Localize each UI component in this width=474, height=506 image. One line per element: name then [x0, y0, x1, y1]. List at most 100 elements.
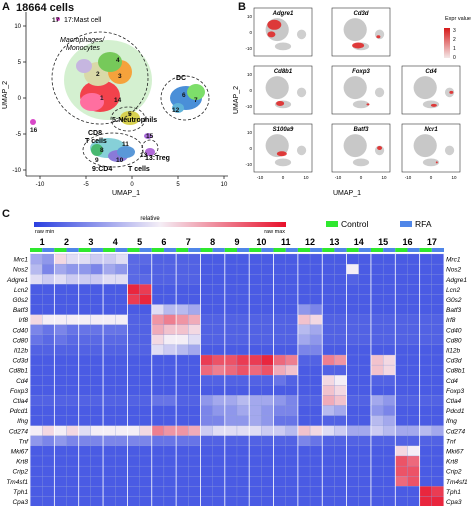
heatmap-cell — [395, 334, 408, 346]
heatmap-cell — [297, 284, 311, 295]
heatmap-cell — [102, 445, 116, 457]
heatmap-row-label: Cd3d — [446, 358, 462, 365]
heatmap-cell — [236, 364, 250, 376]
axis-tick-label: 10 — [221, 182, 228, 188]
heatmap-cell — [273, 405, 286, 416]
heatmap-cell — [419, 334, 432, 346]
heatmap-row-label: Lcn2 — [14, 287, 28, 294]
heatmap-cell — [395, 395, 408, 406]
heatmap-cell — [127, 263, 140, 275]
heatmap-cell — [54, 435, 67, 447]
heatmap-cell — [115, 405, 128, 416]
heatmap-cell — [358, 395, 372, 406]
group-bar-control — [176, 248, 189, 252]
heatmap-cell — [127, 334, 140, 346]
axis-tick-label: -10 — [245, 46, 252, 51]
heatmap-cell — [261, 263, 274, 275]
heatmap-cell — [334, 324, 347, 335]
heatmap-cell — [297, 344, 311, 356]
heatmap-cell — [322, 385, 335, 396]
heatmap-cell — [42, 435, 55, 447]
heatmap-cell — [309, 344, 323, 356]
heatmap-cell — [249, 415, 262, 426]
heatmap-cell — [175, 435, 189, 447]
heatmap-cell — [163, 476, 177, 487]
heatmap-cell — [334, 304, 347, 315]
legend-label-control: Control — [341, 219, 369, 229]
heatmap-cell — [127, 375, 140, 386]
heatmap-cell — [407, 375, 420, 386]
heatmap-cell — [212, 385, 225, 396]
heatmap-cell — [370, 496, 384, 506]
heatmap-cell — [151, 385, 165, 396]
heatmap-row-label: Cd3d — [12, 358, 28, 365]
heatmap-row-label: Tph1 — [446, 489, 461, 496]
cluster-column-label: 16 — [402, 237, 412, 247]
heatmap-cell — [249, 294, 262, 305]
heatmap-cell — [358, 284, 372, 295]
annot-cd4-tcells: T cells — [128, 166, 150, 173]
axis-tick-label: 0 — [360, 175, 363, 180]
heatmap-row-label: Crip2 — [12, 469, 28, 476]
heatmap-cell — [285, 425, 299, 436]
heatmap-cell — [261, 334, 274, 346]
axis-tick-label: -5 — [83, 182, 89, 188]
heatmap-cell — [139, 324, 152, 335]
heatmap-cell — [419, 294, 432, 305]
annot-cd8-tcells: T cells — [85, 138, 107, 145]
heatmap-cell — [322, 253, 335, 265]
heatmap-cell — [273, 274, 286, 285]
heatmap-cell — [431, 375, 445, 386]
heatmap-cell — [78, 314, 92, 325]
heatmap-cell — [249, 486, 262, 497]
heatmap-cell — [54, 314, 67, 325]
heatmap-cell — [249, 405, 262, 416]
heatmap-cell — [163, 294, 177, 305]
heatmap-cell — [297, 324, 311, 335]
heatmap-cell — [431, 314, 445, 325]
heatmap-cell — [175, 274, 189, 285]
axis-tick-label: 5 — [18, 60, 22, 66]
heatmap-cell — [151, 445, 165, 457]
axis-tick-label: 10 — [247, 14, 253, 19]
heatmap-cell — [151, 364, 165, 376]
heatmap-row-label: Irf8 — [446, 317, 456, 324]
heatmap-cell — [273, 304, 286, 315]
heatmap-cell — [139, 375, 152, 386]
heatmap-row-label: Tm4sf1 — [6, 479, 28, 486]
heatmap-cell — [90, 354, 104, 366]
heatmap-cell — [90, 496, 104, 506]
heatmap-cell — [273, 314, 286, 325]
heatmap-cell — [224, 395, 238, 406]
heatmap-cell — [249, 385, 262, 396]
heatmap-cell — [29, 263, 43, 275]
cluster-column-label: 5 — [137, 237, 142, 247]
heatmap-cell — [151, 395, 165, 406]
heatmap-cell — [151, 375, 165, 386]
heatmap-cell — [249, 334, 262, 346]
heatmap-cell — [224, 314, 238, 325]
heatmap-cell — [139, 435, 152, 447]
heatmap-cell — [285, 263, 299, 275]
heatmap-cell — [127, 253, 140, 265]
heatmap-cell — [407, 425, 420, 436]
heatmap-cell — [224, 263, 238, 275]
heatmap-cell — [139, 465, 152, 477]
group-bar-rfa — [261, 248, 274, 252]
heatmap-cell — [66, 344, 79, 356]
heatmap-cell — [249, 324, 262, 335]
heatmap-cell — [309, 496, 323, 506]
heatmap-cell — [273, 354, 286, 366]
heatmap-cell — [42, 465, 55, 477]
cluster-number: 15 — [146, 133, 154, 140]
heatmap-cell — [249, 425, 262, 436]
heatmap-row-label: Nos2 — [13, 267, 29, 274]
heatmap-cell — [395, 344, 408, 356]
heatmap-cell — [419, 385, 432, 396]
heatmap-cell — [42, 334, 55, 346]
heatmap-cell — [175, 425, 189, 436]
heatmap-cell — [334, 445, 347, 457]
heatmap-cell — [29, 294, 43, 305]
heatmap-row-label: Foxp3 — [10, 388, 28, 395]
heatmap-cell — [188, 314, 201, 325]
